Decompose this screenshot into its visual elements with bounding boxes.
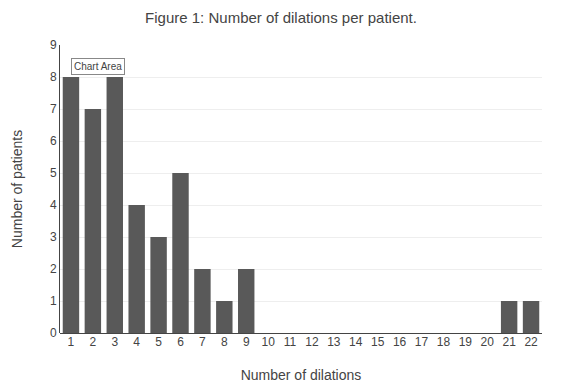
svg-text:1: 1	[68, 335, 75, 349]
svg-text:7: 7	[50, 102, 57, 116]
svg-text:4: 4	[50, 198, 57, 212]
svg-text:17: 17	[415, 335, 429, 349]
svg-text:Chart Area: Chart Area	[74, 61, 122, 72]
svg-text:20: 20	[481, 335, 495, 349]
svg-text:21: 21	[502, 335, 516, 349]
svg-text:16: 16	[393, 335, 407, 349]
svg-text:1: 1	[50, 294, 57, 308]
svg-text:2: 2	[50, 262, 57, 276]
svg-text:2: 2	[90, 335, 97, 349]
svg-text:13: 13	[327, 335, 341, 349]
svg-text:9: 9	[50, 38, 57, 52]
svg-text:3: 3	[50, 230, 57, 244]
svg-text:8: 8	[50, 70, 57, 84]
svg-text:18: 18	[437, 335, 451, 349]
svg-text:19: 19	[459, 335, 473, 349]
svg-text:22: 22	[524, 335, 538, 349]
svg-text:11: 11	[284, 335, 297, 349]
svg-text:7: 7	[199, 335, 206, 349]
svg-text:5: 5	[50, 166, 57, 180]
svg-text:15: 15	[371, 335, 385, 349]
svg-text:Number of patients: Number of patients	[9, 130, 25, 248]
svg-text:6: 6	[50, 134, 57, 148]
svg-text:Figure 1: Number of dilations: Figure 1: Number of dilations per patien…	[145, 9, 417, 26]
svg-text:12: 12	[305, 335, 319, 349]
svg-text:4: 4	[133, 335, 140, 349]
svg-text:5: 5	[155, 335, 162, 349]
svg-text:14: 14	[349, 335, 363, 349]
svg-text:Number of dilations: Number of dilations	[241, 367, 362, 383]
svg-text:6: 6	[177, 335, 184, 349]
svg-text:3: 3	[111, 335, 118, 349]
svg-text:10: 10	[261, 335, 275, 349]
svg-text:9: 9	[243, 335, 250, 349]
svg-text:8: 8	[221, 335, 228, 349]
svg-text:0: 0	[50, 326, 57, 340]
